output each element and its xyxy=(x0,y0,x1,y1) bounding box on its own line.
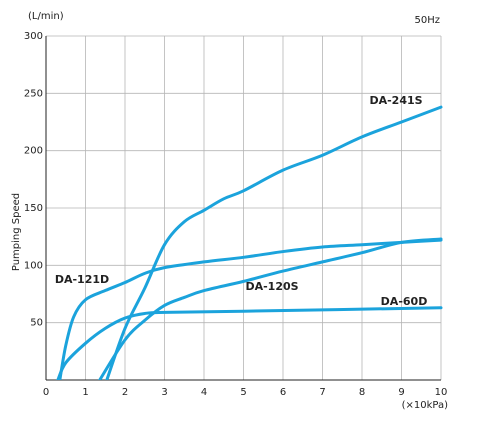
x-tick-label: 9 xyxy=(398,387,404,398)
y-tick-label: 250 xyxy=(24,88,43,99)
x-tick-label: 10 xyxy=(435,387,448,398)
y-axis-label: Pumping Speed xyxy=(11,193,22,271)
series-line xyxy=(58,238,443,380)
series-label: DA-121D xyxy=(55,273,109,286)
x-tick-label: 0 xyxy=(43,387,49,398)
series-line xyxy=(56,306,443,380)
y-tick-label: 300 xyxy=(24,31,43,42)
series-label: DA-60D xyxy=(381,295,428,308)
x-tick-label: 7 xyxy=(319,387,325,398)
series-line xyxy=(105,105,443,380)
series-label: DA-120S xyxy=(245,280,298,293)
x-unit: (×10kPa) xyxy=(402,400,449,411)
series-line xyxy=(98,237,443,380)
y-tick-label: 150 xyxy=(24,203,43,214)
y-unit: (L/min) xyxy=(28,11,64,22)
y-tick-label: 100 xyxy=(24,260,43,271)
series-label: DA-241S xyxy=(369,94,422,107)
note: 50Hz xyxy=(415,15,441,26)
x-tick-label: 8 xyxy=(359,387,365,398)
x-tick-label: 4 xyxy=(201,387,207,398)
y-tick-label: 200 xyxy=(24,146,43,157)
x-tick-label: 2 xyxy=(122,387,128,398)
x-tick-label: 6 xyxy=(280,387,286,398)
y-tick-label: 50 xyxy=(30,318,43,329)
x-tick-label: 5 xyxy=(240,387,246,398)
x-tick-label: 3 xyxy=(161,387,167,398)
x-tick-label: 1 xyxy=(82,387,88,398)
